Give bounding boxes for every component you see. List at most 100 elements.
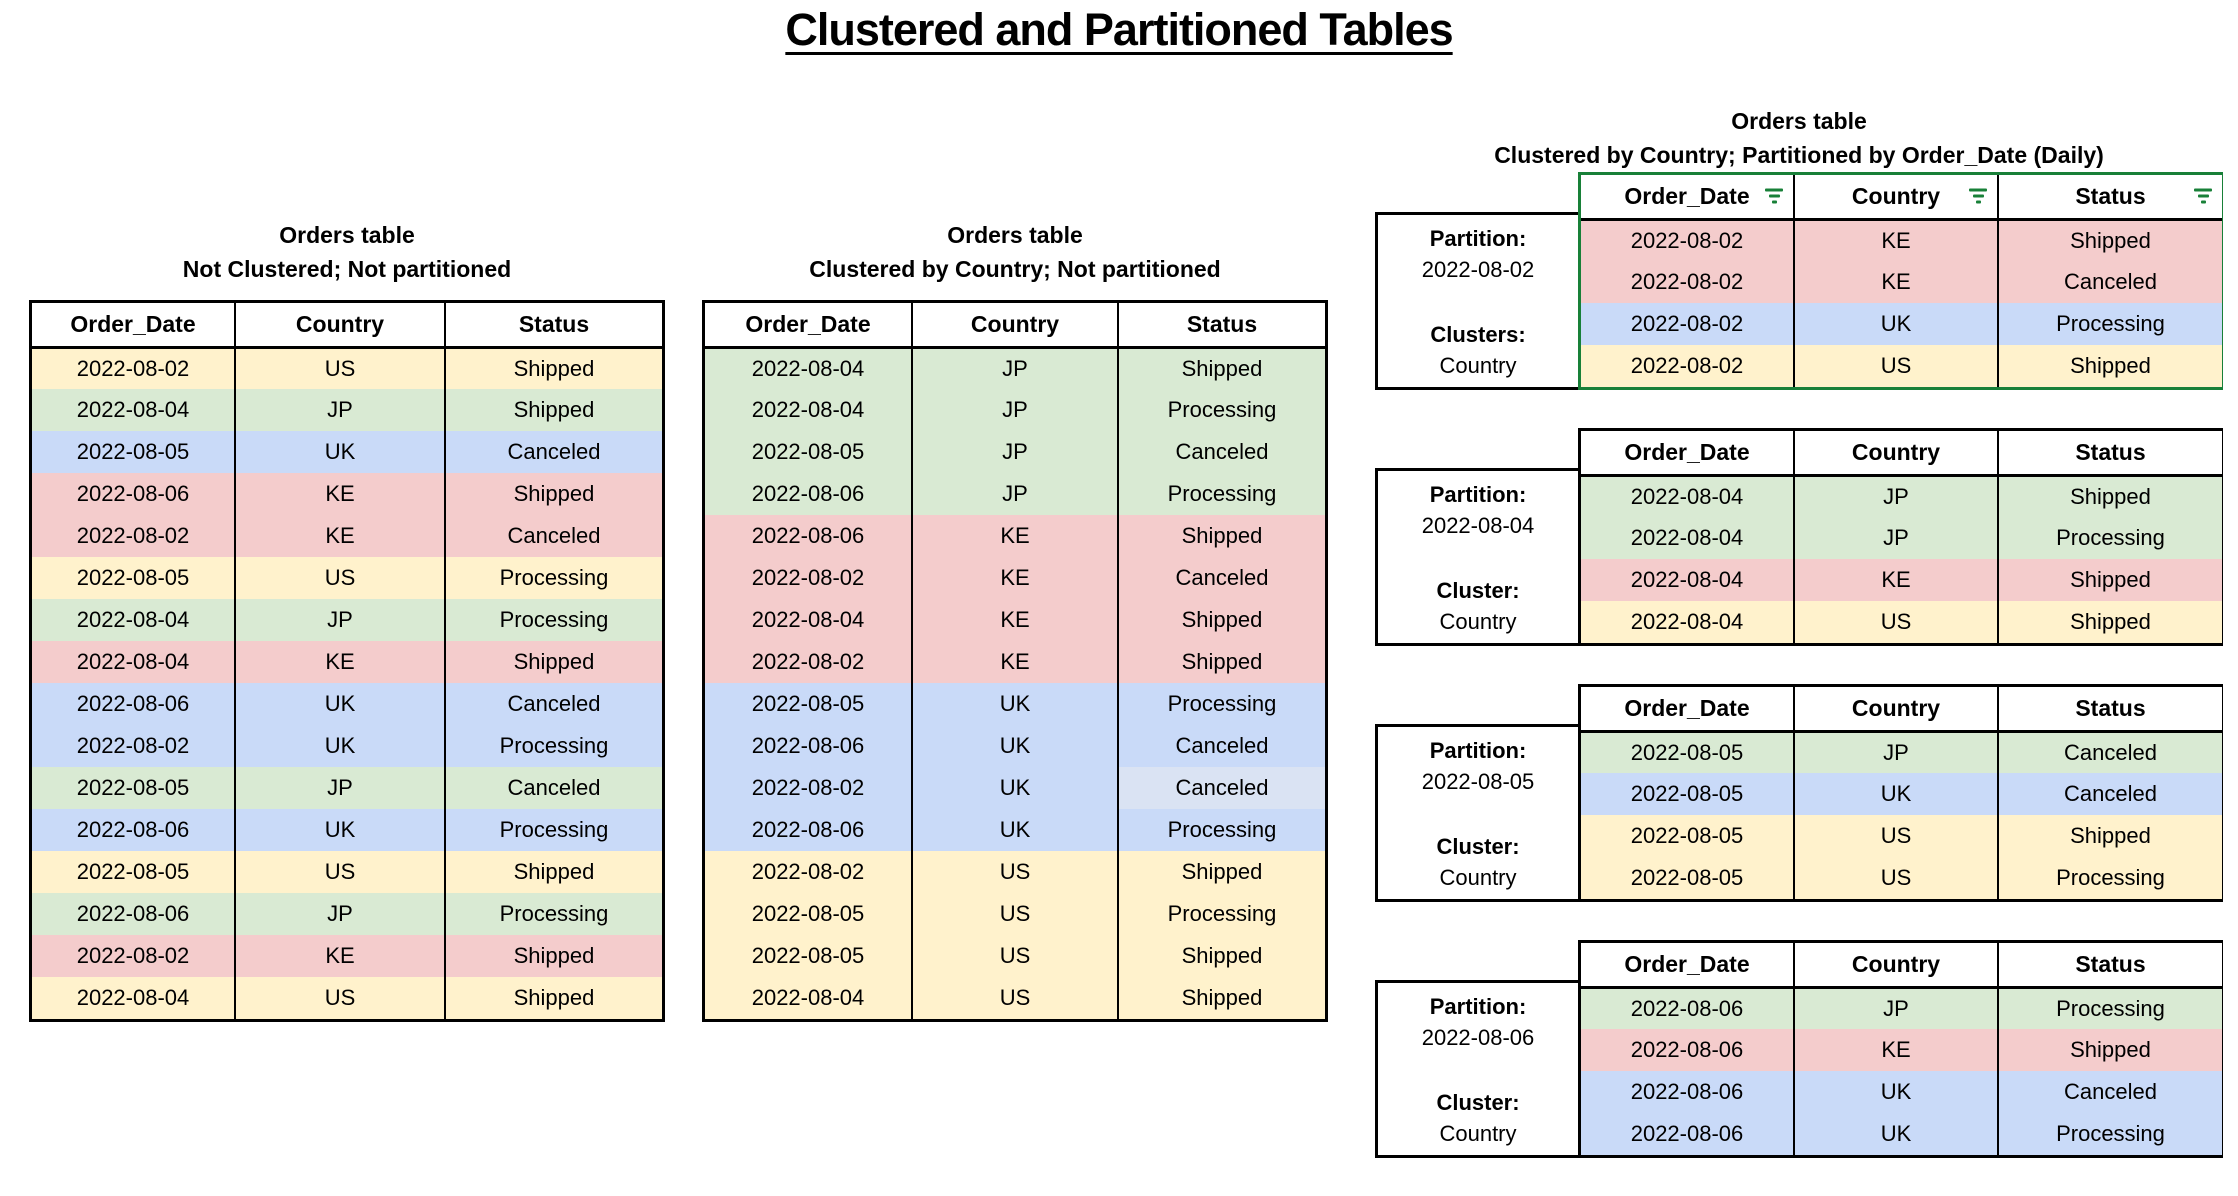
cell-status: Shipped (444, 473, 662, 515)
cell-status: Canceled (1997, 731, 2222, 773)
cell-country: UK (911, 725, 1118, 767)
col-header-order-date: Order_Date (1581, 431, 1794, 477)
table-row: 2022-08-06 JP Processing (705, 473, 1325, 515)
cell-status: Processing (1117, 893, 1325, 935)
cell-country: UK (1793, 1113, 1998, 1155)
table-row: 2022-08-02 UK Processing (32, 725, 662, 767)
cell-status: Canceled (444, 683, 662, 725)
cell-status: Processing (1117, 473, 1325, 515)
cell-country: UK (1793, 1071, 1998, 1113)
cell-order-date: 2022-08-04 (705, 599, 912, 641)
table-row: 2022-08-05 US Shipped (32, 851, 662, 893)
col-header-country: Country (1793, 431, 1998, 477)
cell-country: JP (911, 431, 1118, 473)
header-row: Order_Date Country Status (1581, 943, 2222, 989)
cell-status: Shipped (1117, 599, 1325, 641)
table-row: 2022-08-05 JP Canceled (1581, 731, 2222, 773)
cell-status: Shipped (1117, 935, 1325, 977)
filter-icon (1969, 188, 1987, 204)
table-row: 2022-08-02 UK Canceled (705, 767, 1325, 809)
table-row: 2022-08-02 US Shipped (1581, 345, 2222, 387)
partitioned-table-section: Orders table Clustered by Country; Parti… (1375, 104, 2223, 1196)
table-row: 2022-08-02 KE Canceled (705, 557, 1325, 599)
cell-country: US (234, 347, 445, 389)
partition-label-box: Partition: 2022-08-04 Cluster: Country (1375, 468, 1578, 646)
cell-order-date: 2022-08-05 (1581, 731, 1794, 773)
cell-status: Processing (1997, 303, 2222, 345)
right-section-subtitle: Clustered by Country; Partitioned by Ord… (1494, 142, 2104, 168)
cluster-value: Country (1439, 1121, 1517, 1146)
cell-order-date: 2022-08-06 (32, 809, 235, 851)
cell-country: US (234, 557, 445, 599)
cluster-label-group: Cluster: Country (1378, 575, 1578, 637)
table-row: 2022-08-06 KE Shipped (705, 515, 1325, 557)
table-row: 2022-08-02 KE Shipped (32, 935, 662, 977)
cell-order-date: 2022-08-05 (705, 893, 912, 935)
cell-status: Processing (1997, 1113, 2222, 1155)
table-row: 2022-08-04 JP Shipped (32, 389, 662, 431)
cell-country: KE (234, 473, 445, 515)
table-row: 2022-08-04 US Shipped (705, 977, 1325, 1019)
cell-order-date: 2022-08-04 (705, 389, 912, 431)
cell-order-date: 2022-08-04 (1581, 475, 1794, 517)
cell-country: JP (234, 389, 445, 431)
cell-country: JP (1793, 517, 1998, 559)
cell-order-date: 2022-08-05 (32, 431, 235, 473)
cell-order-date: 2022-08-06 (32, 893, 235, 935)
cell-status: Processing (444, 893, 662, 935)
cell-status: Shipped (1117, 347, 1325, 389)
col-header-status: Status (444, 303, 662, 349)
table-row: 2022-08-02 UK Processing (1581, 303, 2222, 345)
cell-order-date: 2022-08-04 (1581, 559, 1794, 601)
cell-order-date: 2022-08-02 (705, 767, 912, 809)
cell-status: Shipped (1117, 977, 1325, 1019)
partition-value: 2022-08-04 (1421, 513, 1535, 538)
cell-country: KE (1793, 261, 1998, 303)
cell-order-date: 2022-08-04 (1581, 517, 1794, 559)
cell-country: UK (234, 809, 445, 851)
table-row: 2022-08-06 UK Canceled (32, 683, 662, 725)
cell-order-date: 2022-08-02 (32, 347, 235, 389)
table-row: 2022-08-05 JP Canceled (32, 767, 662, 809)
table-row: 2022-08-04 US Shipped (32, 977, 662, 1019)
col-header-status: Status (1997, 431, 2222, 477)
cell-country: KE (911, 599, 1118, 641)
cell-order-date: 2022-08-06 (1581, 987, 1794, 1029)
table-row: 2022-08-04 JP Processing (1581, 517, 2222, 559)
cell-country: KE (911, 515, 1118, 557)
partition-key-label: Partition: (1429, 226, 1527, 251)
partition-value: 2022-08-05 (1421, 769, 1535, 794)
cell-country: KE (234, 515, 445, 557)
partition-table-body: 2022-08-05 JP Canceled 2022-08-05 UK Can… (1581, 731, 2222, 899)
cell-order-date: 2022-08-05 (705, 683, 912, 725)
cell-order-date: 2022-08-02 (705, 851, 912, 893)
cell-country: KE (234, 641, 445, 683)
col-header-order-date: Order_Date (1581, 687, 1794, 733)
cell-status: Processing (444, 725, 662, 767)
partition-table: Order_Date Country Status 2022-08-06 JP … (1578, 940, 2223, 1158)
cell-status: Processing (1117, 389, 1325, 431)
partition-block-2022-08-05: Partition: 2022-08-05 Cluster: Country O… (1375, 684, 2223, 902)
cell-status: Canceled (1997, 261, 2222, 303)
cell-status: Shipped (444, 851, 662, 893)
col-header-country: Country (1793, 943, 1998, 989)
cell-country: JP (234, 893, 445, 935)
partition-label-box: Partition: 2022-08-05 Cluster: Country (1375, 724, 1578, 902)
table-row: 2022-08-05 US Shipped (1581, 815, 2222, 857)
cluster-label-group: Cluster: Country (1378, 1087, 1578, 1149)
cell-order-date: 2022-08-02 (705, 641, 912, 683)
cluster-key-label: Cluster: (1436, 1090, 1520, 1115)
cell-order-date: 2022-08-05 (1581, 815, 1794, 857)
header-row: Order_Date Country Status (1581, 431, 2222, 477)
partition-table-body: 2022-08-04 JP Shipped 2022-08-04 JP Proc… (1581, 475, 2222, 643)
table-row: 2022-08-06 UK Canceled (705, 725, 1325, 767)
table-row: 2022-08-06 UK Processing (705, 809, 1325, 851)
table-row: 2022-08-06 JP Processing (32, 893, 662, 935)
left-table: Order_Date Country Status 2022-08-02 US … (29, 300, 665, 1022)
cell-status: Processing (444, 599, 662, 641)
table-row: 2022-08-06 UK Canceled (1581, 1071, 2222, 1113)
cell-order-date: 2022-08-02 (32, 725, 235, 767)
partition-block-2022-08-04: Partition: 2022-08-04 Cluster: Country O… (1375, 428, 2223, 646)
cell-status: Shipped (1997, 345, 2222, 387)
cell-country: UK (911, 809, 1118, 851)
